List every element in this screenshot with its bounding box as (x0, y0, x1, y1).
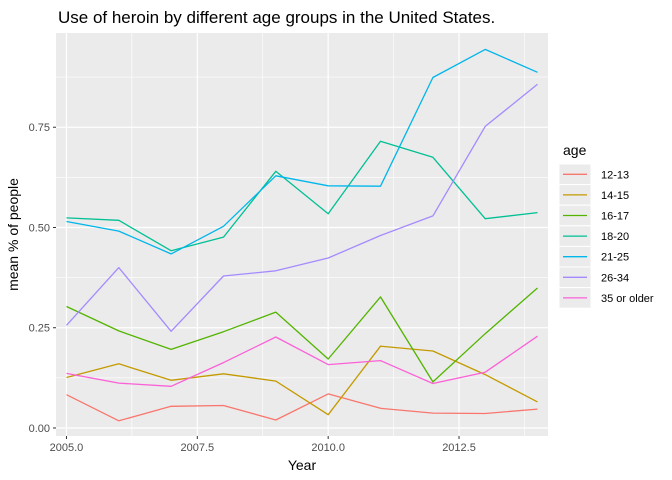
y-axis-title: mean % of people (5, 178, 21, 291)
x-tick-label: 2012.5 (442, 442, 476, 454)
y-axis: 0.00 0.25 0.50 0.75 (29, 122, 56, 435)
chart-title: Use of heroin by different age groups in… (58, 8, 495, 27)
series-line-18-20 (66, 140, 538, 252)
grid-minor (56, 33, 548, 436)
y-tick-label: 0.00 (29, 423, 50, 435)
series-line-14-15 (66, 345, 538, 416)
legend-label: 18-20 (601, 231, 629, 243)
y-tick-label: 0.25 (29, 323, 50, 335)
x-tick-label: 2010.0 (311, 442, 345, 454)
x-axis: 2005.0 2007.5 2010.0 2012.5 (50, 436, 476, 454)
legend-label: 12-13 (601, 169, 629, 181)
series-lines (66, 48, 538, 422)
legend-label: 21-25 (601, 252, 629, 264)
legend-label: 14-15 (601, 190, 629, 202)
legend-label: 16-17 (601, 211, 629, 223)
legend-label: 26-34 (601, 272, 629, 284)
series-line-35-or-older (66, 335, 538, 387)
legend-label: 35 or older (601, 293, 654, 305)
y-tick-label: 0.75 (29, 122, 50, 134)
legend: age 12-13 14-15 16-17 18-20 21-25 26-34 35 or … (558, 142, 654, 309)
x-tick-label: 2005.0 (50, 442, 84, 454)
x-axis-title: Year (288, 457, 317, 473)
series-line-21-25 (66, 48, 538, 255)
plot-panel (56, 33, 548, 436)
y-tick-label: 0.50 (29, 222, 50, 234)
legend-title: age (563, 142, 587, 158)
x-tick-label: 2007.5 (180, 442, 214, 454)
series-line-16-17 (66, 287, 538, 383)
grid-major (56, 33, 548, 436)
series-line-12-13 (66, 393, 538, 422)
series-line-26-34 (66, 83, 538, 332)
